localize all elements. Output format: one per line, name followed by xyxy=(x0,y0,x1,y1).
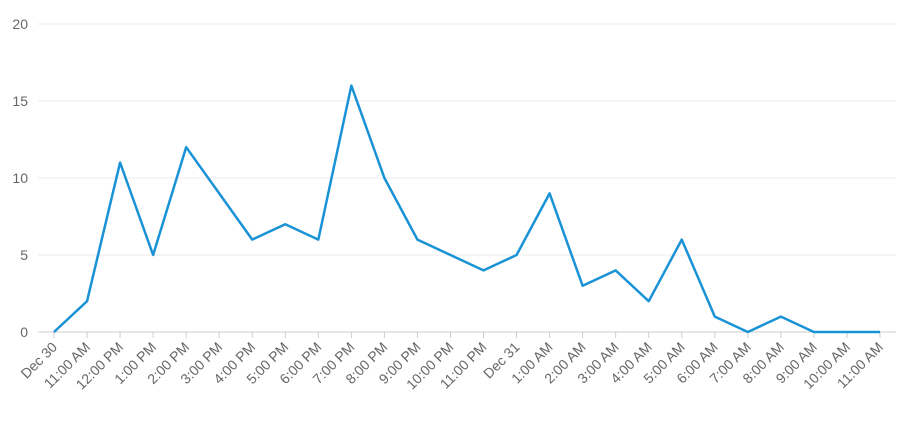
y-tick-label: 5 xyxy=(20,247,28,263)
y-tick-label: 0 xyxy=(20,324,28,340)
data-line xyxy=(53,84,880,334)
y-tick-label: 15 xyxy=(12,93,28,109)
y-tick-label: 10 xyxy=(12,170,28,186)
y-tick-label: 20 xyxy=(12,16,28,32)
